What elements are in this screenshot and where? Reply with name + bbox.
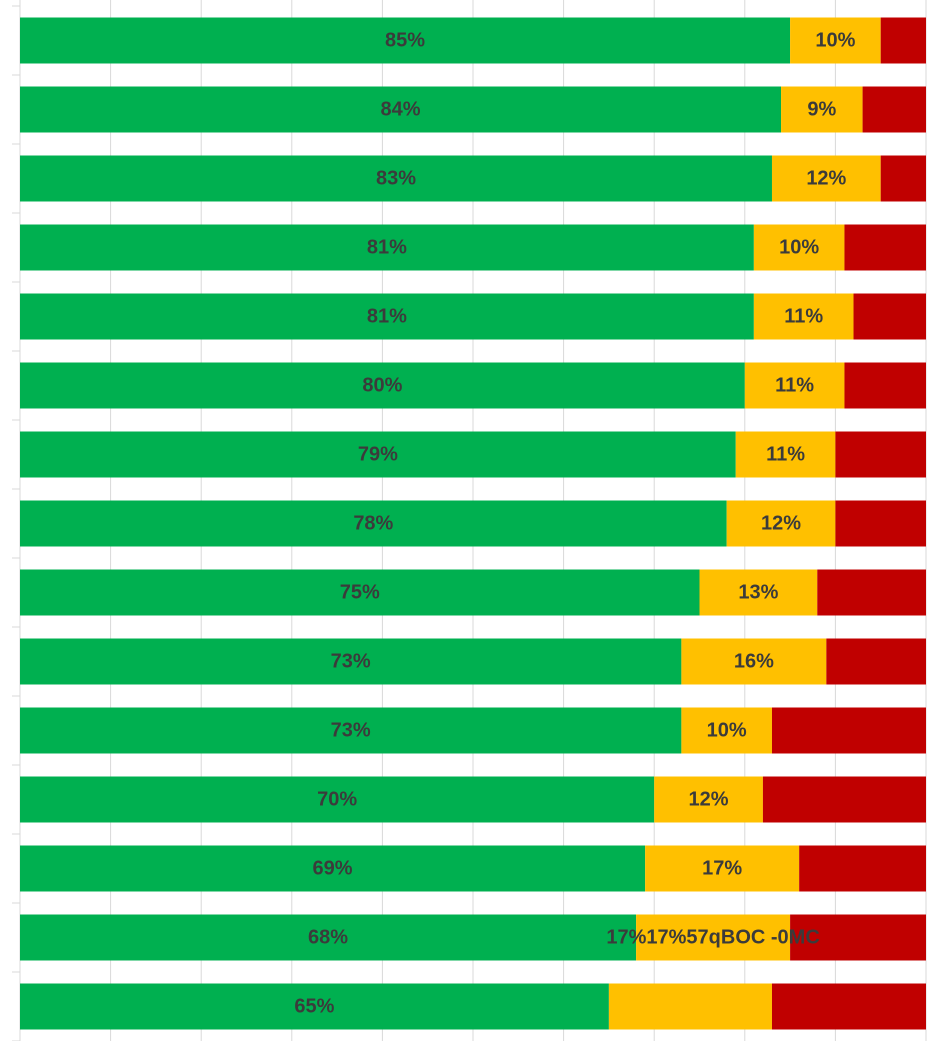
bar-row5-seg0 <box>20 362 745 409</box>
bar-row14-seg1 <box>608 983 772 1030</box>
bar-row10-seg1 <box>681 707 772 754</box>
bar-row5-seg1 <box>744 362 845 409</box>
data-label-row3-seg1: 10% <box>779 237 819 259</box>
bar-row14-seg2 <box>771 983 926 1030</box>
data-label-row10-seg1: 10% <box>707 720 747 742</box>
data-label-row4-seg1: 11% <box>784 306 823 328</box>
data-label-row2-seg1: 12% <box>806 168 846 190</box>
bar-row8-seg2 <box>817 569 926 616</box>
bar-row2-seg1 <box>771 155 881 202</box>
data-label-row5-seg1: 11% <box>775 375 814 397</box>
bar-row13-seg2 <box>790 914 926 961</box>
bar-row0-seg0 <box>20 17 791 64</box>
data-label-row8-seg0: 75% <box>340 582 380 604</box>
data-label-row14-seg0: 65% <box>294 996 334 1018</box>
data-label-row12-seg1: 17% <box>702 858 742 880</box>
bar-row4-seg2 <box>853 293 926 340</box>
bar-row8-seg1 <box>699 569 818 616</box>
bar-row11-seg1 <box>654 776 763 823</box>
bar-row8-seg0 <box>20 569 700 616</box>
bar-row10-seg0 <box>20 707 682 754</box>
bar-row3-seg1 <box>753 224 845 271</box>
bar-row7-seg1 <box>726 500 836 547</box>
data-label-row1-seg0: 84% <box>381 99 421 121</box>
bar-row5-seg2 <box>844 362 926 409</box>
bar-row4-seg0 <box>20 293 754 340</box>
data-label-row5-seg0: 80% <box>362 375 402 397</box>
data-label-row6-seg0: 79% <box>358 444 398 466</box>
data-label-row9-seg1: 16% <box>734 651 774 673</box>
bar-row0-seg1 <box>790 17 881 64</box>
data-label-row7-seg0: 78% <box>353 513 393 535</box>
data-label-row11-seg0: 70% <box>317 789 357 811</box>
bar-row12-seg1 <box>645 845 800 892</box>
data-label-row3-seg0: 81% <box>367 237 407 259</box>
bar-row1-seg0 <box>20 86 782 133</box>
data-label-row9-seg0: 73% <box>331 651 371 673</box>
bar-row13-seg0 <box>20 914 637 961</box>
bar-row10-seg2 <box>771 707 926 754</box>
bar-row14-seg0 <box>20 983 609 1030</box>
bar-row9-seg1 <box>681 638 827 685</box>
data-label-row0-seg0: 85% <box>385 30 425 52</box>
bar-rows <box>20 17 926 1030</box>
data-label-row10-seg0: 73% <box>331 720 371 742</box>
data-label-row11-seg1: 12% <box>689 789 729 811</box>
bar-row6-seg0 <box>20 431 736 478</box>
bar-row2-seg2 <box>880 155 926 202</box>
data-labels: 85% 10% 84% 9% 83% 12% 81% 10% 81% 11% 80% 11% 79% 11… <box>294 30 855 1018</box>
data-label-row12-seg0: 69% <box>313 858 353 880</box>
data-label-row8-seg1: 13% <box>738 582 778 604</box>
data-label-row0-seg1: 10% <box>815 30 855 52</box>
bar-row3-seg0 <box>20 224 754 271</box>
bar-row1-seg1 <box>781 86 863 133</box>
data-label-row4-seg0: 81% <box>367 306 407 328</box>
bar-row3-seg2 <box>844 224 926 271</box>
bar-row7-seg2 <box>835 500 926 547</box>
bar-row6-seg1 <box>735 431 836 478</box>
bar-row11-seg0 <box>20 776 655 823</box>
bar-row9-seg2 <box>826 638 926 685</box>
data-label-row13-seg1: 17%17%57qBOC -0MC <box>606 927 819 949</box>
bar-row9-seg0 <box>20 638 682 685</box>
data-label-row1-seg1: 9% <box>807 99 836 121</box>
bar-row2-seg0 <box>20 155 772 202</box>
data-label-row13-seg0: 68% <box>308 927 348 949</box>
bar-row1-seg2 <box>862 86 926 133</box>
bar-row6-seg2 <box>835 431 926 478</box>
data-label-row7-seg1: 12% <box>761 513 801 535</box>
data-label-row2-seg0: 83% <box>376 168 416 190</box>
bar-row11-seg2 <box>762 776 926 823</box>
bar-row12-seg2 <box>799 845 926 892</box>
bar-row4-seg1 <box>753 293 854 340</box>
bar-row13-seg1 <box>636 914 791 961</box>
bar-row7-seg0 <box>20 500 727 547</box>
bar-row12-seg0 <box>20 845 646 892</box>
bar-row0-seg2 <box>880 17 926 64</box>
data-label-row6-seg1: 11% <box>766 444 805 466</box>
